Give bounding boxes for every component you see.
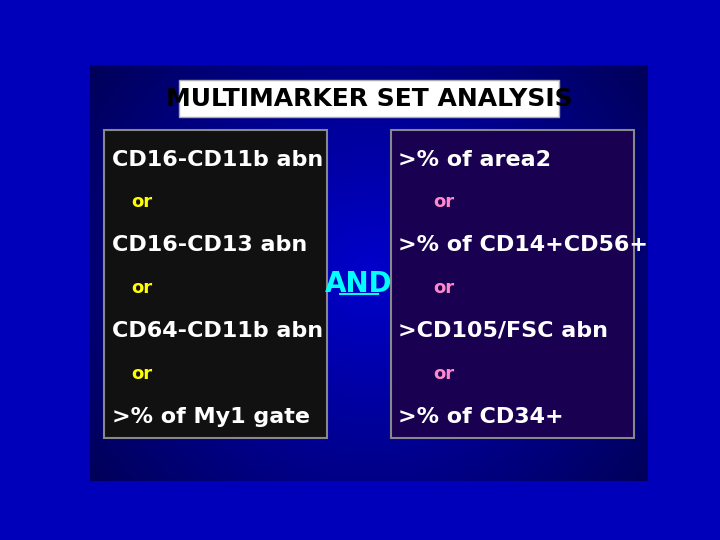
Text: or: or: [131, 193, 152, 211]
Text: MULTIMARKER SET ANALYSIS: MULTIMARKER SET ANALYSIS: [166, 87, 572, 111]
Text: AND: AND: [325, 270, 392, 298]
Text: >% of CD14+CD56+: >% of CD14+CD56+: [398, 235, 649, 255]
FancyBboxPatch shape: [104, 130, 327, 438]
Text: >% of CD34+: >% of CD34+: [398, 407, 564, 427]
Text: or: or: [433, 365, 454, 383]
Text: or: or: [433, 279, 454, 297]
Text: CD16-CD13 abn: CD16-CD13 abn: [112, 235, 307, 255]
Text: >% of My1 gate: >% of My1 gate: [112, 407, 310, 427]
Text: or: or: [131, 279, 152, 297]
Text: >CD105/FSC abn: >CD105/FSC abn: [398, 321, 608, 341]
Text: or: or: [131, 365, 152, 383]
FancyBboxPatch shape: [179, 80, 559, 117]
Text: CD16-CD11b abn: CD16-CD11b abn: [112, 150, 323, 170]
Text: or: or: [433, 193, 454, 211]
FancyBboxPatch shape: [391, 130, 634, 438]
Text: >% of area2: >% of area2: [398, 150, 552, 170]
Text: CD64-CD11b abn: CD64-CD11b abn: [112, 321, 323, 341]
